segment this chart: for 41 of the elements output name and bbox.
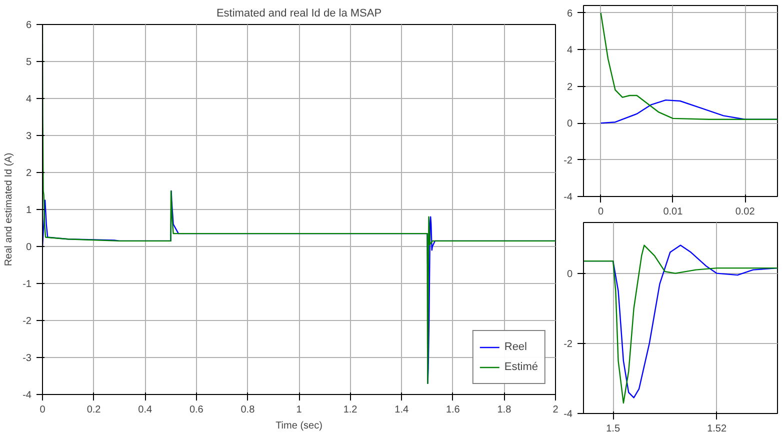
- y-tick-label: 6: [26, 20, 32, 31]
- y-tick-label: 2: [566, 82, 573, 93]
- legend-label: Estimé: [504, 361, 538, 373]
- x-tick-label: 1.4: [394, 404, 409, 416]
- x-tick-label: 0.2: [86, 404, 102, 416]
- x-axis-title: Time (sec): [276, 420, 322, 432]
- y-tick-label: -3: [22, 353, 32, 364]
- x-tick-label: 1.6: [446, 404, 460, 416]
- chart-title: Estimated and real Id de la MSAP: [216, 8, 382, 20]
- x-tick-label: 1.2: [343, 404, 358, 416]
- y-tick-label: 4: [566, 45, 573, 56]
- x-tick-label: 0: [598, 206, 604, 218]
- x-tick-label: 2: [552, 404, 559, 416]
- y-tick-label: -2: [22, 316, 32, 327]
- y-tick-label: 6: [566, 8, 573, 20]
- y-tick-label: -2: [564, 155, 573, 166]
- x-tick-label: 0.4: [138, 404, 152, 416]
- y-tick-label: 0: [26, 242, 32, 253]
- y-tick-label: 5: [26, 57, 32, 68]
- y-tick-label: -1: [22, 279, 32, 290]
- y-tick-label: 3: [26, 131, 32, 142]
- y-axis-title: Real and estimated Id (A): [4, 152, 15, 266]
- x-tick-label: 1.52: [707, 424, 727, 434]
- y-tick-label: 0: [566, 118, 573, 130]
- x-tick-label: 1: [296, 404, 302, 416]
- y-tick-label: -4: [22, 390, 32, 401]
- x-tick-label: 0.8: [240, 404, 256, 416]
- x-tick-label: 0: [40, 404, 46, 416]
- legend-label: Reel: [504, 341, 527, 353]
- y-tick-label: -4: [564, 409, 573, 420]
- y-tick-label: 0: [566, 268, 573, 280]
- line-series: [600, 12, 778, 120]
- y-tick-label: 2: [26, 168, 32, 179]
- x-tick-label: 0.01: [663, 206, 684, 218]
- y-tick-label: -4: [564, 192, 573, 203]
- x-tick-label: 0.02: [735, 206, 756, 218]
- x-tick-label: 0.6: [189, 404, 204, 416]
- y-tick-label: 4: [26, 94, 32, 105]
- x-tick-label: 1.8: [497, 404, 512, 416]
- x-tick-label: 1.5: [606, 424, 620, 434]
- y-tick-label: -2: [564, 338, 573, 350]
